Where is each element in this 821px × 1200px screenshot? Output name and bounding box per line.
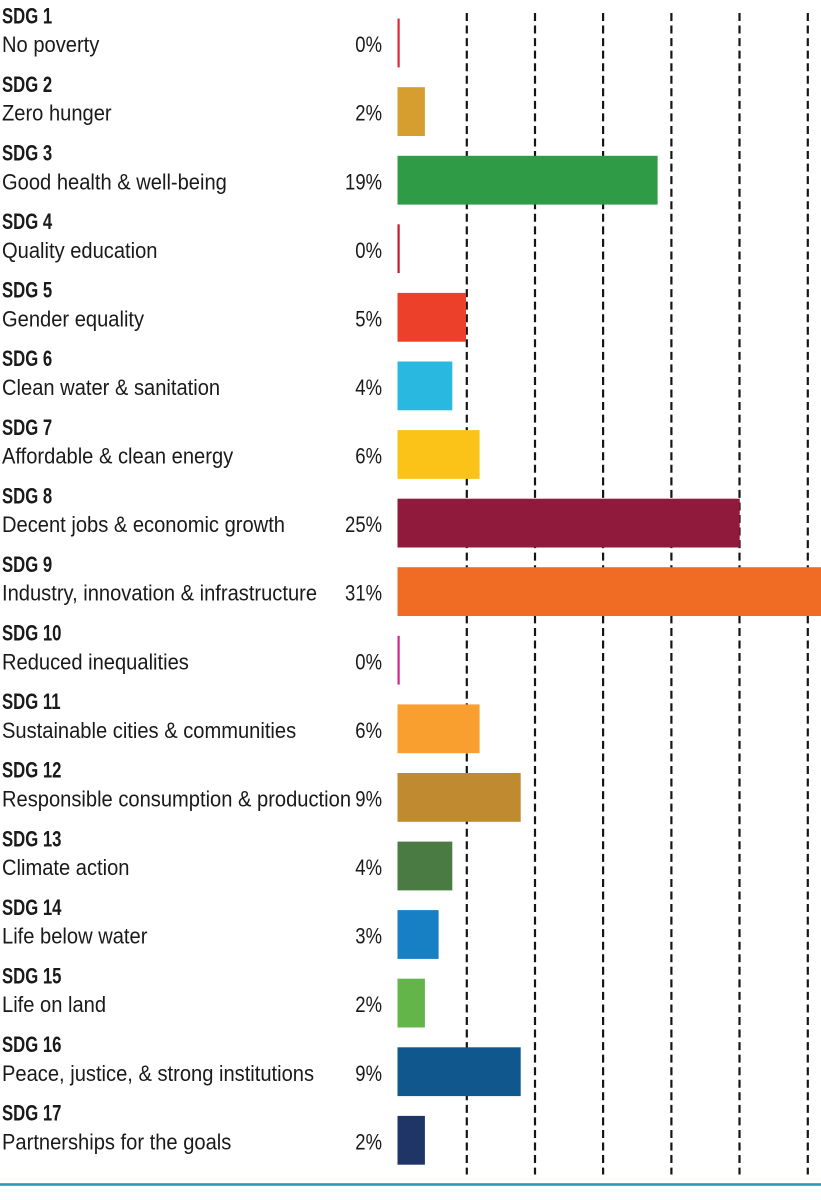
svg-text:SDG 12: SDG 12 [2,759,62,784]
svg-text:No poverty: No poverty [2,33,100,57]
svg-text:SDG 10: SDG 10 [2,621,62,646]
svg-text:0%: 0% [355,239,382,263]
svg-text:SDG 7: SDG 7 [2,416,52,441]
svg-text:SDG 6: SDG 6 [2,347,52,372]
svg-text:Gender equality: Gender equality [2,308,145,332]
svg-text:0%: 0% [355,651,382,675]
svg-text:SDG 16: SDG 16 [2,1033,62,1058]
svg-text:SDG 9: SDG 9 [2,553,52,578]
svg-text:2%: 2% [355,102,382,126]
svg-text:Climate action: Climate action [2,856,130,880]
svg-text:Life on land: Life on land [2,993,106,1017]
svg-text:9%: 9% [355,788,382,812]
svg-text:Reduced inequalities: Reduced inequalities [2,651,189,675]
svg-text:Industry, innovation & infrast: Industry, innovation & infrastructure [2,582,317,606]
svg-text:SDG 17: SDG 17 [2,1101,61,1126]
svg-text:31%: 31% [345,582,382,606]
svg-text:Responsible consumption & prod: Responsible consumption & production [2,788,351,812]
svg-text:25%: 25% [345,514,382,538]
svg-text:4%: 4% [355,377,382,401]
svg-text:SDG 11: SDG 11 [2,690,61,715]
svg-text:Peace, justice, & strong insti: Peace, justice, & strong institutions [2,1062,314,1086]
svg-text:4%: 4% [355,857,382,881]
svg-text:SDG 13: SDG 13 [2,827,62,852]
svg-text:Sustainable cities & communiti: Sustainable cities & communities [2,719,296,743]
svg-text:2%: 2% [355,1131,382,1155]
svg-text:SDG 4: SDG 4 [2,210,52,235]
svg-text:0%: 0% [355,34,382,58]
svg-text:Affordable & clean energy: Affordable & clean energy [2,445,234,469]
svg-text:3%: 3% [355,925,382,949]
svg-text:Quality education: Quality education [2,239,157,263]
svg-text:SDG 14: SDG 14 [2,896,62,921]
svg-text:SDG 8: SDG 8 [2,484,52,509]
svg-text:SDG 3: SDG 3 [2,141,52,166]
svg-text:6%: 6% [355,719,382,743]
svg-text:19%: 19% [345,171,382,195]
svg-text:2%: 2% [355,994,382,1018]
svg-text:Zero hunger: Zero hunger [2,102,112,126]
svg-text:Decent jobs & economic growth: Decent jobs & economic growth [2,513,285,537]
svg-text:Good health & well-being: Good health & well-being [2,171,227,195]
svg-text:Partnerships for the goals: Partnerships for the goals [2,1131,231,1155]
svg-text:SDG 15: SDG 15 [2,964,62,989]
svg-text:9%: 9% [355,1062,382,1086]
svg-text:6%: 6% [355,445,382,469]
svg-text:SDG 2: SDG 2 [2,73,52,98]
svg-text:SDG 5: SDG 5 [2,278,52,303]
svg-text:Clean water & sanitation: Clean water & sanitation [2,376,220,400]
svg-text:5%: 5% [355,308,382,332]
svg-text:SDG 1: SDG 1 [2,4,52,29]
svg-text:Life below water: Life below water [2,925,147,949]
